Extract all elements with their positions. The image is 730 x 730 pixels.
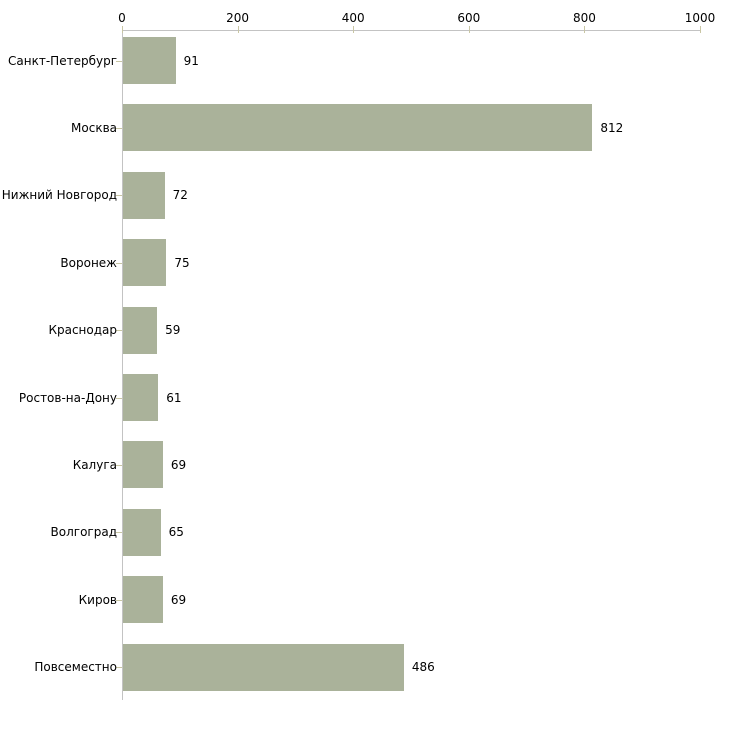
bar-value-label: 59 bbox=[165, 323, 181, 338]
category-label: Калуга bbox=[72, 457, 117, 472]
bar bbox=[123, 104, 593, 152]
bar bbox=[123, 37, 176, 84]
bar bbox=[123, 306, 158, 354]
category-label: Москва bbox=[71, 120, 117, 135]
category-label: Ростов-на-Дону bbox=[18, 390, 117, 405]
y-axis-tick bbox=[116, 263, 122, 264]
y-axis-tick bbox=[116, 532, 122, 533]
x-axis-tick-label: 200 bbox=[226, 11, 250, 25]
x-axis-tick bbox=[584, 26, 586, 33]
category-label: Повсеместно bbox=[34, 660, 117, 675]
bar bbox=[123, 508, 161, 556]
category-label: Краснодар bbox=[48, 323, 117, 338]
bar-value-label: 72 bbox=[172, 188, 188, 203]
bar-value-label: 91 bbox=[183, 53, 199, 68]
x-axis-line bbox=[122, 30, 701, 31]
bar-value-label: 61 bbox=[166, 390, 182, 405]
y-axis-tick bbox=[116, 398, 122, 399]
bar bbox=[123, 239, 167, 287]
category-label: Нижний Новгород bbox=[1, 188, 117, 203]
y-axis-tick bbox=[116, 61, 122, 62]
bar-value-label: 486 bbox=[411, 660, 435, 675]
bar bbox=[123, 441, 163, 489]
x-axis-tick bbox=[700, 26, 701, 33]
y-axis-line bbox=[122, 30, 123, 700]
bar-value-label: 65 bbox=[168, 525, 184, 540]
x-axis-tick bbox=[468, 26, 470, 33]
bar bbox=[123, 643, 404, 691]
bar bbox=[123, 576, 163, 624]
x-axis-tick-label: 0 bbox=[118, 11, 126, 25]
bar-value-label: 75 bbox=[174, 255, 190, 270]
bar bbox=[123, 171, 165, 219]
y-axis-tick bbox=[116, 600, 122, 601]
y-axis-tick bbox=[116, 128, 122, 129]
bar-value-label: 69 bbox=[170, 592, 187, 607]
category-label: Санкт-Петербург bbox=[8, 53, 117, 68]
x-axis-tick bbox=[353, 26, 355, 33]
x-axis-tick-label: 600 bbox=[457, 11, 481, 25]
bar-value-label: 69 bbox=[170, 457, 187, 472]
category-label: Киров bbox=[78, 592, 117, 607]
x-axis-tick-label: 800 bbox=[572, 11, 596, 25]
x-axis-tick bbox=[122, 26, 123, 33]
x-axis-tick-label: 1000 bbox=[684, 11, 716, 25]
y-axis-tick bbox=[116, 465, 122, 466]
y-axis-tick bbox=[116, 330, 122, 331]
category-label: Волгоград bbox=[50, 525, 117, 540]
x-axis-tick bbox=[237, 26, 239, 33]
bar-value-label: 812 bbox=[600, 120, 624, 135]
x-axis-tick-label: 400 bbox=[341, 11, 365, 25]
category-label: Воронеж bbox=[60, 255, 117, 270]
y-axis-tick bbox=[116, 195, 122, 196]
bar bbox=[123, 374, 159, 421]
y-axis-tick bbox=[116, 667, 122, 668]
